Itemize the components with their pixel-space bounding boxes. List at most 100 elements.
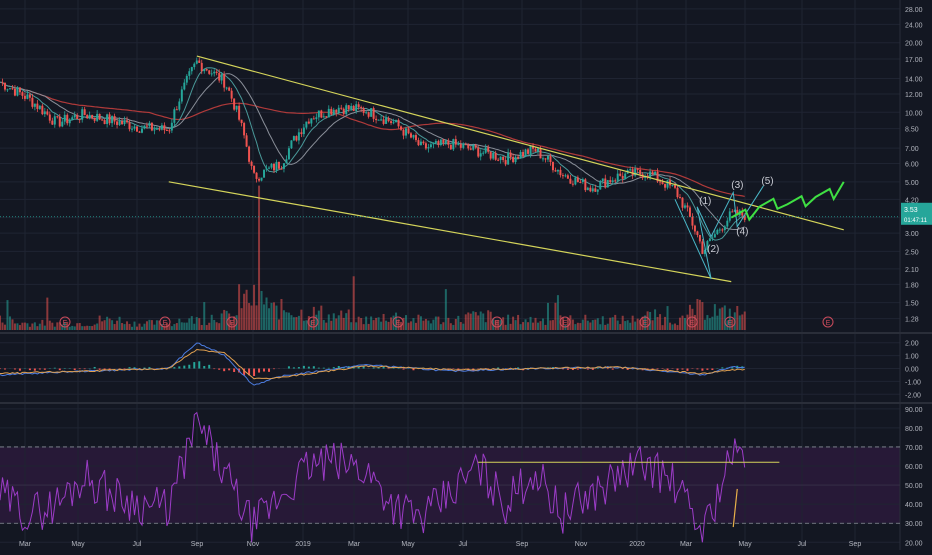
candle-body bbox=[729, 211, 731, 220]
macd-histogram-bar bbox=[223, 369, 225, 372]
volume-bar bbox=[24, 323, 26, 330]
volume-bar bbox=[502, 317, 504, 330]
candle-body bbox=[652, 172, 654, 175]
candle-body bbox=[442, 139, 444, 143]
volume-bar bbox=[582, 320, 584, 330]
candle-body bbox=[126, 120, 128, 122]
candle-body bbox=[124, 120, 126, 124]
volume-bar bbox=[126, 321, 128, 330]
volume-bar bbox=[515, 320, 517, 330]
volume-bar bbox=[405, 315, 407, 330]
candle-body bbox=[477, 148, 479, 157]
candle-body bbox=[16, 87, 18, 95]
projection-path bbox=[731, 182, 844, 220]
candle-body bbox=[403, 130, 405, 136]
volume-bar bbox=[739, 315, 741, 330]
volume-bar bbox=[388, 322, 390, 330]
volume-bar bbox=[455, 319, 457, 330]
candle-body bbox=[500, 157, 502, 160]
candle-body bbox=[502, 157, 504, 160]
rsi-tick-label: 50.00 bbox=[905, 483, 923, 490]
candle-body bbox=[505, 160, 507, 164]
volume-bar bbox=[278, 319, 280, 330]
volume-bar bbox=[253, 285, 255, 330]
candle-body bbox=[203, 69, 205, 71]
volume-bar bbox=[385, 321, 387, 330]
volume-bar bbox=[19, 325, 21, 330]
volume-bar bbox=[684, 318, 686, 330]
candle-body bbox=[193, 64, 195, 67]
volume-bar bbox=[599, 324, 601, 330]
volume-bar bbox=[323, 320, 325, 330]
volume-bar bbox=[153, 325, 155, 330]
volume-bar bbox=[258, 186, 260, 330]
candle-body bbox=[251, 162, 253, 166]
volume-bar bbox=[218, 323, 220, 330]
macd-histogram-bar bbox=[233, 369, 235, 372]
candle-body bbox=[283, 163, 285, 169]
candle-body bbox=[24, 96, 26, 99]
volume-bar bbox=[89, 326, 91, 330]
candle-body bbox=[355, 104, 357, 111]
candle-body bbox=[368, 112, 370, 117]
candle-body bbox=[427, 147, 429, 148]
volume-bar bbox=[525, 319, 527, 330]
candle-body bbox=[597, 189, 599, 191]
volume-bar bbox=[198, 318, 200, 330]
volume-bar bbox=[667, 306, 669, 330]
volume-bar bbox=[333, 313, 335, 330]
macd-histogram-bar bbox=[363, 367, 365, 369]
candle-body bbox=[465, 144, 467, 145]
candle-body bbox=[686, 205, 688, 207]
volume-bar bbox=[415, 323, 417, 330]
candle-body bbox=[66, 115, 68, 123]
candle-body bbox=[208, 70, 210, 74]
volume-bar bbox=[243, 294, 245, 330]
candle-body bbox=[388, 118, 390, 121]
volume-bar bbox=[134, 322, 136, 330]
volume-bar bbox=[141, 327, 143, 330]
price-tick-label: 28.00 bbox=[905, 7, 923, 14]
candle-body bbox=[241, 120, 243, 123]
candle-body bbox=[39, 106, 41, 109]
candle-body bbox=[280, 169, 282, 170]
candle-body bbox=[358, 104, 360, 107]
volume-bar bbox=[714, 304, 716, 330]
candle-body bbox=[460, 144, 462, 148]
volume-bar bbox=[16, 323, 18, 330]
volume-bar bbox=[111, 320, 113, 330]
volume-bar bbox=[427, 321, 429, 330]
rsi-tick-label: 20.00 bbox=[905, 540, 923, 547]
volume-bar bbox=[435, 317, 437, 330]
macd-histogram-bar bbox=[308, 367, 310, 369]
volume-bar bbox=[547, 303, 549, 330]
volume-bar bbox=[335, 318, 337, 330]
volume-bar bbox=[91, 326, 93, 330]
x-tick-label: Jul bbox=[459, 541, 468, 548]
candle-body bbox=[490, 152, 492, 159]
candle-body bbox=[562, 175, 564, 176]
macd-histogram-bar bbox=[183, 366, 185, 369]
volume-bar bbox=[343, 318, 345, 330]
candle-body bbox=[104, 120, 106, 124]
candle-body bbox=[435, 141, 437, 143]
volume-bar bbox=[238, 284, 240, 330]
volume-bar bbox=[241, 308, 243, 330]
x-tick-label: 2019 bbox=[295, 541, 311, 548]
candle-body bbox=[176, 109, 178, 110]
candle-body bbox=[512, 157, 514, 162]
volume-bar bbox=[370, 316, 372, 330]
volume-bar bbox=[701, 302, 703, 330]
volume-bar bbox=[325, 323, 327, 330]
candle-body bbox=[121, 121, 123, 124]
volume-bar bbox=[696, 299, 698, 330]
volume-bar bbox=[201, 325, 203, 330]
candle-body bbox=[231, 91, 233, 99]
volume-bar bbox=[557, 295, 559, 330]
candle-body bbox=[328, 109, 330, 118]
volume-bar bbox=[490, 312, 492, 330]
candle-body bbox=[662, 182, 664, 184]
candle-body bbox=[714, 234, 716, 237]
